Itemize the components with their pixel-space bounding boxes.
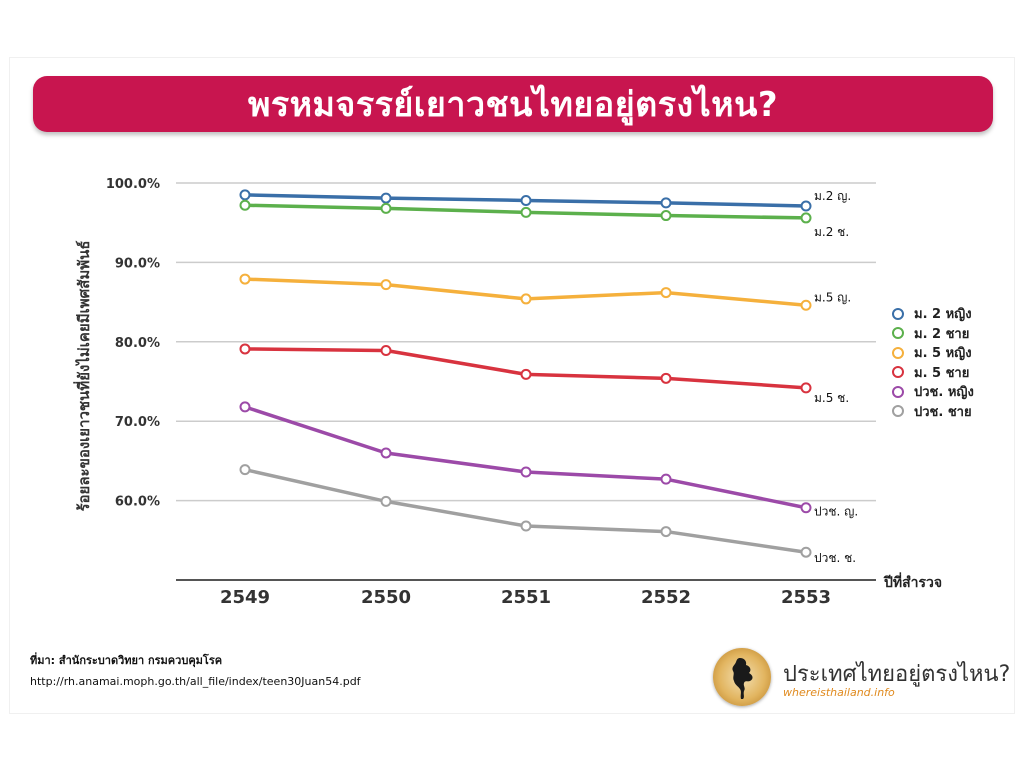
data-point <box>380 279 392 291</box>
data-point <box>800 299 812 311</box>
data-point <box>660 526 672 538</box>
data-point <box>800 502 812 514</box>
series-end-label: ม.5 ช. <box>814 391 849 405</box>
x-tick-label: 2553 <box>781 587 831 608</box>
data-point <box>239 464 251 476</box>
data-point <box>239 199 251 211</box>
y-tick-label: 100.0% <box>106 177 160 192</box>
data-point <box>520 194 532 206</box>
data-point <box>660 473 672 485</box>
x-tick-label: 2552 <box>641 587 691 608</box>
brand-url[interactable]: whereisthailand.info <box>783 686 895 699</box>
legend-marker <box>892 366 904 379</box>
y-tick-label: 90.0% <box>115 256 160 271</box>
series-end-label: ม.5 ญ. <box>814 290 851 304</box>
series-end-label: ม.2 ญ. <box>814 189 851 203</box>
data-point <box>239 273 251 285</box>
series-line <box>243 405 808 510</box>
data-point <box>660 287 672 299</box>
data-point <box>380 202 392 214</box>
legend-label: ม. 5 หญิง <box>914 346 972 362</box>
source-note: ที่มา: สำนักระบาดวิทยา กรมควบคุมโรค http… <box>30 651 361 688</box>
legend-item: ม. 5 หญิง <box>892 343 974 363</box>
data-point <box>800 200 812 212</box>
data-point <box>800 212 812 224</box>
brand-block: ประเทศไทยอยู่ตรงไหน? whereisthailand.inf… <box>703 642 1013 712</box>
data-point <box>239 343 251 355</box>
legend-label: ม. 2 ชาย <box>914 326 970 342</box>
data-point <box>520 520 532 532</box>
series-end-label: ม.2 ช. <box>814 225 849 239</box>
y-tick-label: 60.0% <box>115 495 160 510</box>
legend-item: ม. 2 หญิง <box>892 304 974 324</box>
slide-background <box>10 58 1014 713</box>
y-tick-label: 70.0% <box>115 415 160 430</box>
legend-marker <box>892 385 904 398</box>
thailand-map-icon <box>713 648 771 706</box>
title-banner: พรหมจรรย์เยาวชนไทยอยู่ตรงไหน? <box>33 76 993 132</box>
data-point <box>239 401 251 413</box>
legend-marker <box>892 405 904 418</box>
data-point <box>800 546 812 558</box>
data-point <box>660 197 672 209</box>
legend-label: ม. 5 ชาย <box>914 365 970 381</box>
legend-item: ปวช. หญิง <box>892 382 974 402</box>
legend: ม. 2 หญิงม. 2 ชายม. 5 หญิงม. 5 ชายปวช. ห… <box>892 304 974 421</box>
data-point <box>380 495 392 507</box>
series-end-label: ปวช. ช. <box>814 551 856 565</box>
series-line <box>243 347 808 390</box>
chart-title: พรหมจรรย์เยาวชนไทยอยู่ตรงไหน? <box>247 85 779 125</box>
y-axis-title: ร้อยละของเยาวชนที่ยังไม่เคยมีเพศสัมพันธ์ <box>75 240 93 512</box>
series-end-label: ปวช. ญ. <box>814 505 858 519</box>
data-point <box>380 345 392 357</box>
legend-item: ปวช. ชาย <box>892 402 974 422</box>
y-tick-label: 80.0% <box>115 336 160 351</box>
brand-name: ประเทศไทยอยู่ตรงไหน? <box>783 662 1011 687</box>
legend-item: ม. 5 ชาย <box>892 363 974 383</box>
legend-label: ปวช. ชาย <box>914 404 972 420</box>
data-point <box>520 466 532 478</box>
data-point <box>239 189 251 201</box>
x-axis-title: ปีที่สำรวจ <box>884 575 943 591</box>
legend-label: ม. 2 หญิง <box>914 307 972 323</box>
legend-label: ปวช. หญิง <box>914 385 974 401</box>
data-point <box>660 372 672 384</box>
data-point <box>520 368 532 380</box>
data-point <box>520 293 532 305</box>
x-tick-label: 2549 <box>220 587 270 608</box>
data-point <box>380 447 392 459</box>
data-point <box>660 210 672 222</box>
legend-marker <box>892 307 904 320</box>
data-point <box>800 382 812 394</box>
source-url[interactable]: http://rh.anamai.moph.go.th/all_file/ind… <box>30 675 361 688</box>
legend-marker <box>892 327 904 340</box>
legend-item: ม. 2 ชาย <box>892 324 974 344</box>
x-tick-label: 2550 <box>361 587 411 608</box>
data-point <box>520 206 532 218</box>
legend-marker <box>892 346 904 359</box>
series-line <box>243 467 808 554</box>
source-credit: ที่มา: สำนักระบาดวิทยา กรมควบคุมโรค <box>30 654 223 667</box>
data-point <box>380 192 392 204</box>
x-tick-label: 2551 <box>501 587 551 608</box>
